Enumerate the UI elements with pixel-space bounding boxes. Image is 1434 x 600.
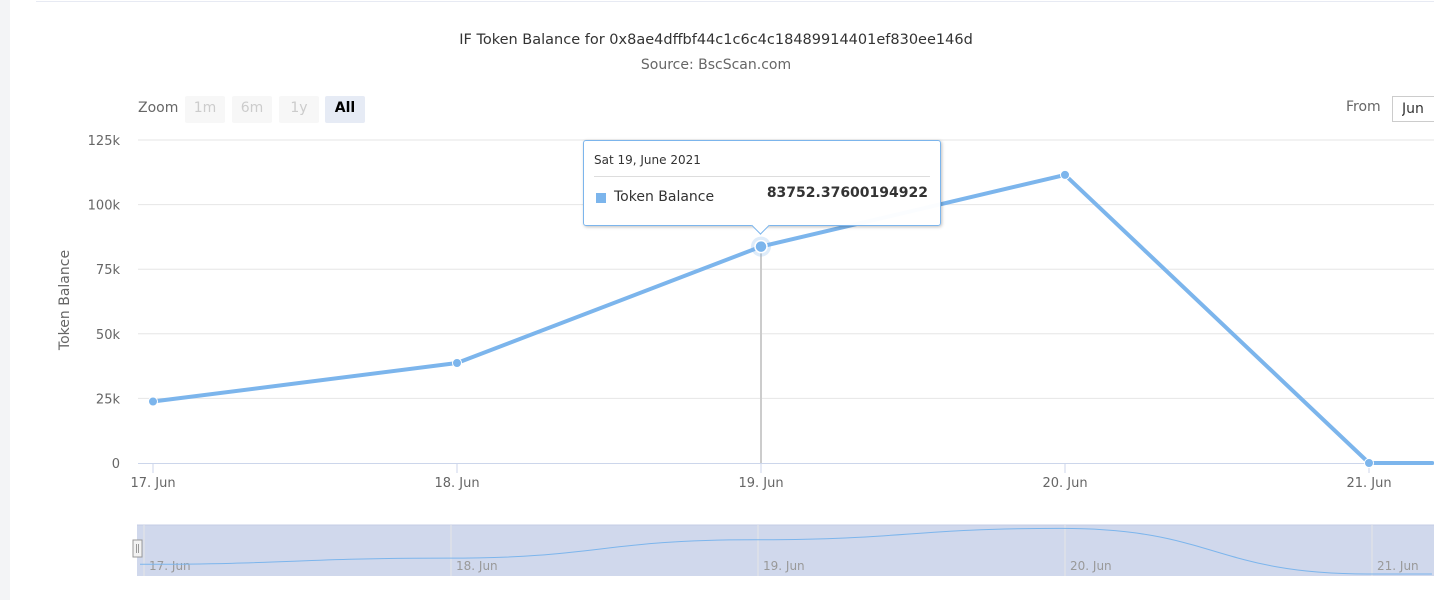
navigator-tick-label: 19. Jun [763,559,805,573]
zoom-label: Zoom [138,100,179,116]
tooltip-date: Sat 19, June 2021 [594,153,701,167]
zoom-1m-button[interactable]: 1m [185,96,225,123]
x-tick-label: 17. Jun [130,476,175,491]
chart-subtitle: Source: BscScan.com [640,57,792,73]
data-point [1364,458,1374,468]
tooltip-series-swatch [596,193,606,203]
y-tick-label: 100k [88,199,121,214]
y-tick-label: 0 [112,457,120,472]
tooltip-separator [594,176,930,177]
tooltip-value: 83752.37600194922 [766,185,928,201]
zoom-6m-button[interactable]: 6m [232,96,272,123]
navigator-tick-label: 20. Jun [1070,559,1112,573]
y-axis-title: Token Balance [57,250,73,351]
navigator-tick-label: 18. Jun [456,559,498,573]
card-top-border [36,1,1434,2]
navigator-left-handle [132,539,143,558]
navigator-selection [137,525,1434,576]
y-tick-label: 50k [96,328,121,343]
data-point [452,357,462,368]
navigator-tick-label: 21. Jun [1377,559,1419,573]
zoom-all-button[interactable]: All [325,96,365,123]
chart-title: IF Token Balance for 0x8ae4dffbf44c1c6c4… [459,32,973,48]
y-tick-label: 25k [96,392,121,407]
y-tick-label: 125k [88,134,121,149]
x-tick-label: 21. Jun [1346,476,1391,491]
x-tick-label: 20. Jun [1042,476,1087,491]
page-left-strip [0,0,10,600]
y-tick-label: 75k [96,263,121,278]
tooltip: Sat 19, June 2021 Token Balance 83752.37… [583,140,941,235]
navigator-tick-label: 17. Jun [149,559,191,573]
x-tick-label: 18. Jun [434,476,479,491]
data-point [1060,169,1070,180]
navigator-series-line [139,527,1432,575]
data-point [148,396,158,407]
zoom-1y-button[interactable]: 1y [279,96,319,123]
from-date-input[interactable] [1392,96,1434,122]
from-date-label: From [1346,99,1381,115]
hover-point [754,239,768,254]
tooltip-series-name: Token Balance [614,189,715,205]
x-tick-label: 19. Jun [738,476,783,491]
